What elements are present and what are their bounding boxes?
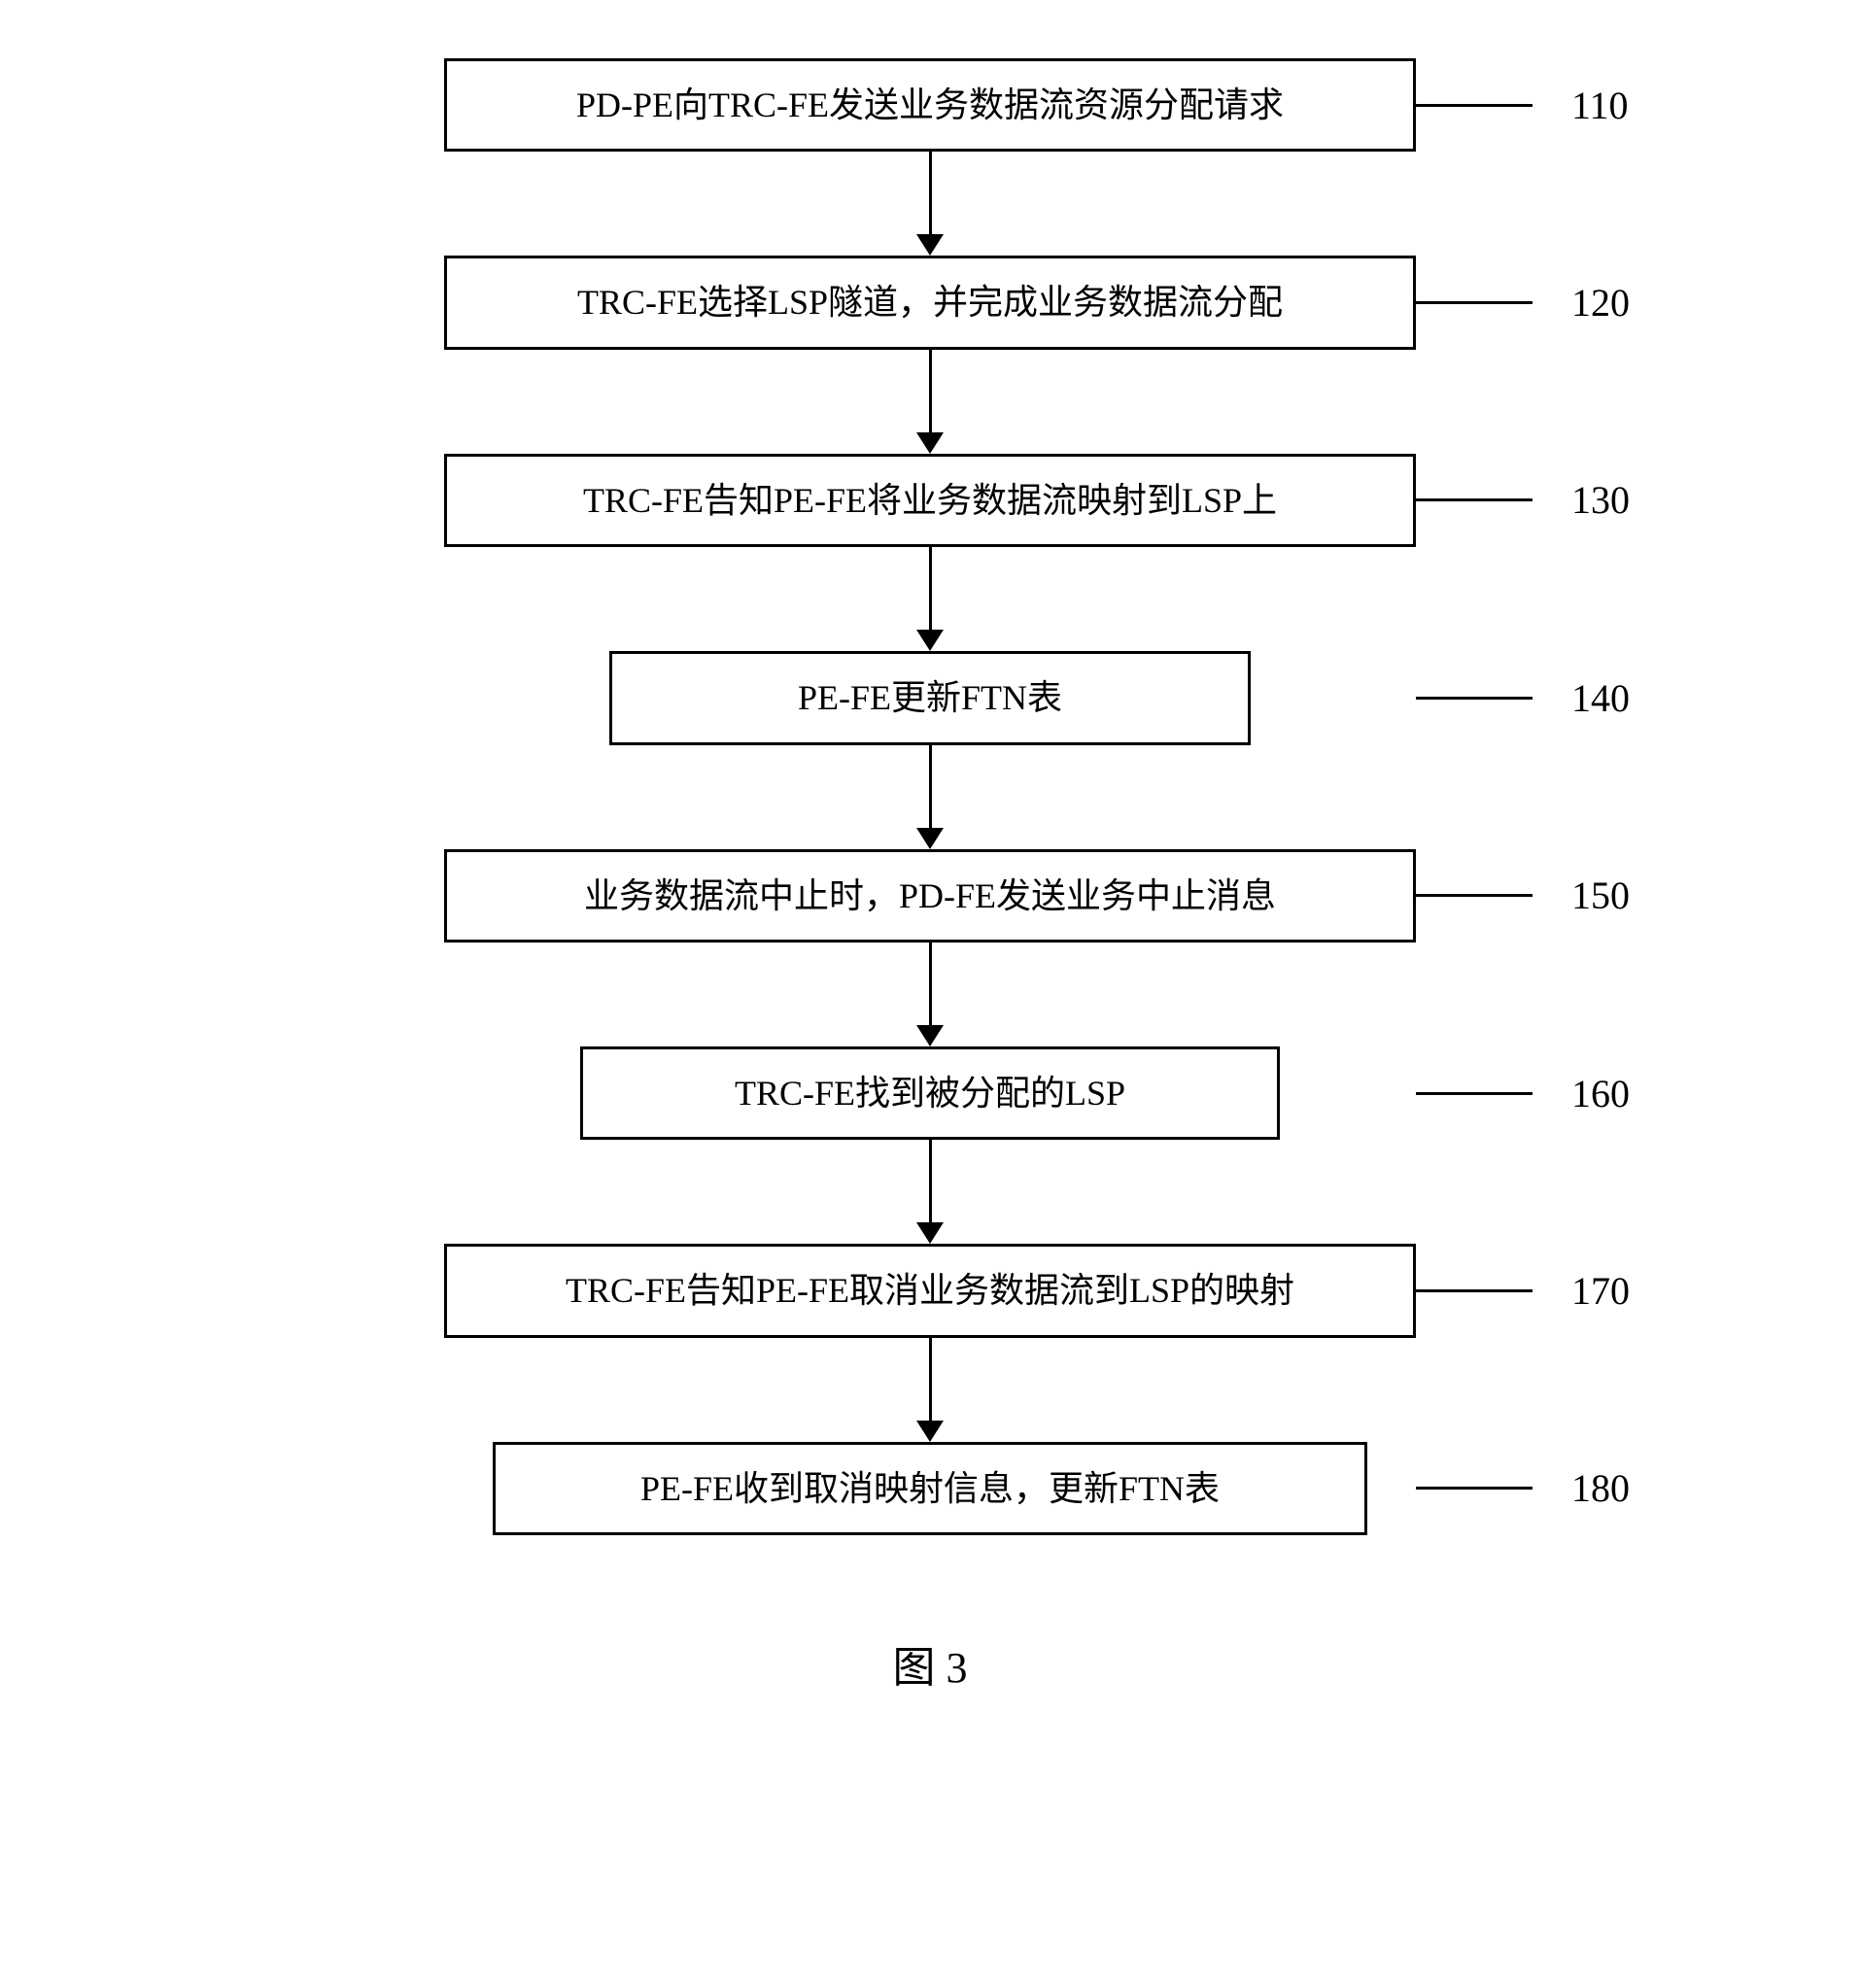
arrow-down-icon — [916, 547, 944, 651]
arrow-shaft — [929, 943, 932, 1025]
flow-step-box: TRC-FE告知PE-FE将业务数据流映射到LSP上 — [444, 454, 1416, 547]
connector-line — [1416, 894, 1533, 897]
step-label: 110 — [1571, 83, 1629, 128]
step-label-group: 150 — [1416, 873, 1630, 918]
arrow-head — [916, 432, 944, 454]
arrow-down-icon — [916, 1140, 944, 1244]
step-label: 120 — [1571, 280, 1630, 326]
flow-step-box: TRC-FE找到被分配的LSP — [580, 1046, 1280, 1140]
connector-line — [1416, 1289, 1533, 1292]
flow-step-row: 业务数据流中止时，PD-FE发送业务中止消息150 — [444, 849, 1416, 943]
arrow-shaft — [929, 152, 932, 234]
step-label-group: 120 — [1416, 280, 1630, 326]
flowchart-container: PD-PE向TRC-FE发送业务数据流资源分配请求110 TRC-FE选择LSP隧… — [444, 58, 1416, 1695]
flow-step-box: TRC-FE告知PE-FE取消业务数据流到LSP的映射 — [444, 1244, 1416, 1337]
flow-step-row: PE-FE收到取消映射信息，更新FTN表180 — [493, 1442, 1367, 1535]
flow-step-row: TRC-FE告知PE-FE将业务数据流映射到LSP上130 — [444, 454, 1416, 547]
connector-line — [1416, 498, 1533, 501]
flow-step-row: PE-FE更新FTN表140 — [609, 651, 1251, 744]
step-label-group: 160 — [1416, 1071, 1630, 1116]
arrow-head — [916, 1025, 944, 1046]
flow-step-row: PD-PE向TRC-FE发送业务数据流资源分配请求110 — [444, 58, 1416, 152]
arrow-shaft — [929, 745, 932, 828]
arrow-shaft — [929, 547, 932, 630]
flow-step-box: PE-FE更新FTN表 — [609, 651, 1251, 744]
arrow-down-icon — [916, 152, 944, 256]
flow-step-box: 业务数据流中止时，PD-FE发送业务中止消息 — [444, 849, 1416, 943]
flow-step-row: TRC-FE找到被分配的LSP160 — [580, 1046, 1280, 1140]
step-label: 150 — [1571, 873, 1630, 918]
arrow-down-icon — [916, 745, 944, 849]
step-label-group: 180 — [1416, 1465, 1630, 1511]
flow-step-box: PE-FE收到取消映射信息，更新FTN表 — [493, 1442, 1367, 1535]
arrow-shaft — [929, 1338, 932, 1421]
arrow-head — [916, 1222, 944, 1244]
connector-line — [1416, 104, 1533, 107]
step-label: 170 — [1571, 1268, 1630, 1314]
figure-caption: 图 3 — [893, 1632, 968, 1695]
arrow-head — [916, 234, 944, 256]
step-label: 140 — [1571, 675, 1630, 721]
connector-line — [1416, 1487, 1533, 1490]
step-label: 130 — [1571, 477, 1630, 523]
step-label-group: 130 — [1416, 477, 1630, 523]
arrow-shaft — [929, 1140, 932, 1222]
arrow-down-icon — [916, 350, 944, 454]
flow-step-box: PD-PE向TRC-FE发送业务数据流资源分配请求 — [444, 58, 1416, 152]
flow-step-row: TRC-FE选择LSP隧道，并完成业务数据流分配120 — [444, 256, 1416, 349]
connector-line — [1416, 301, 1533, 304]
arrow-head — [916, 1421, 944, 1442]
step-label: 180 — [1571, 1465, 1630, 1511]
step-label-group: 170 — [1416, 1268, 1630, 1314]
arrow-head — [916, 630, 944, 651]
arrow-down-icon — [916, 943, 944, 1046]
arrow-down-icon — [916, 1338, 944, 1442]
step-label-group: 110 — [1416, 83, 1629, 128]
connector-line — [1416, 1092, 1533, 1095]
flow-step-box: TRC-FE选择LSP隧道，并完成业务数据流分配 — [444, 256, 1416, 349]
step-label: 160 — [1571, 1071, 1630, 1116]
step-label-group: 140 — [1416, 675, 1630, 721]
connector-line — [1416, 697, 1533, 700]
arrow-shaft — [929, 350, 932, 432]
flow-step-row: TRC-FE告知PE-FE取消业务数据流到LSP的映射170 — [444, 1244, 1416, 1337]
arrow-head — [916, 828, 944, 849]
